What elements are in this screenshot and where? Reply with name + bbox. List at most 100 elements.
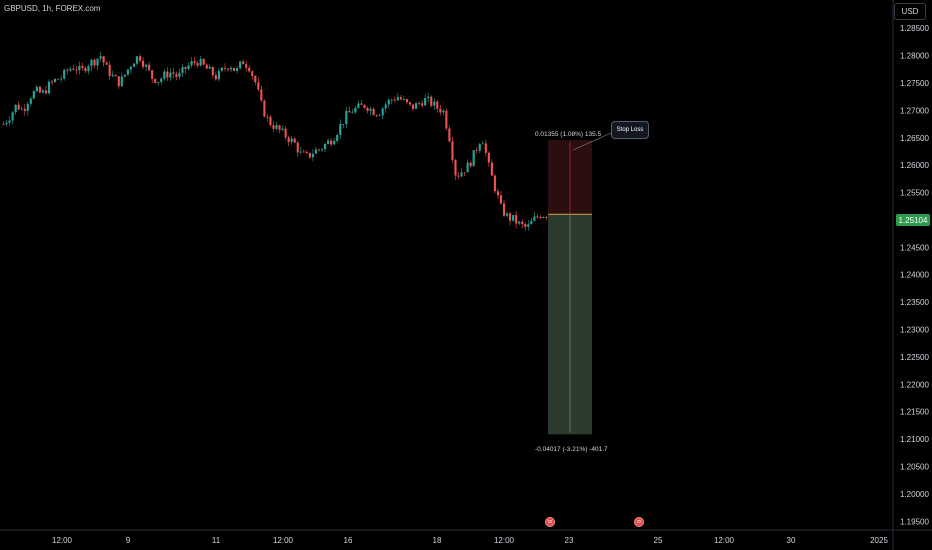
candle-body <box>199 58 202 66</box>
candle-body <box>69 68 72 71</box>
candle-body <box>105 62 108 65</box>
candle-body <box>457 175 460 177</box>
candle-body <box>454 160 457 176</box>
candle-body <box>17 104 20 110</box>
candle-body <box>336 135 339 142</box>
candle-body <box>536 216 539 218</box>
candle-body <box>220 67 223 71</box>
candle-body <box>108 64 111 77</box>
candle-body <box>117 76 120 87</box>
candle-body <box>57 78 60 80</box>
candle-body <box>169 72 172 78</box>
candle-body <box>333 141 336 145</box>
candle-body <box>123 74 126 77</box>
candle-body <box>487 152 490 163</box>
candle-body <box>445 110 448 129</box>
time-tick-label: 16 <box>344 536 353 545</box>
candle-body <box>284 128 287 138</box>
candle-body <box>302 151 305 153</box>
candle-body <box>178 72 181 77</box>
candle-body <box>490 162 493 176</box>
candle-body <box>305 151 308 153</box>
candle-body <box>157 81 160 83</box>
price-tick-label: 1.21500 <box>900 408 929 417</box>
candle-body <box>54 78 57 82</box>
candle-body <box>193 61 196 63</box>
candle-body <box>63 69 66 79</box>
candle-body <box>211 66 214 76</box>
candle-body <box>38 86 41 93</box>
candle-body <box>527 224 530 227</box>
candle-body <box>502 203 506 216</box>
candle-body <box>132 63 136 67</box>
candle-body <box>278 125 281 130</box>
candle-body <box>29 98 32 104</box>
candle-body <box>478 144 481 151</box>
candle-body <box>14 104 17 113</box>
price-tick-label: 1.27000 <box>900 106 929 115</box>
price-tick-label: 1.27500 <box>900 79 929 88</box>
candle-body <box>499 195 503 204</box>
candle-body <box>396 97 399 101</box>
candle-body <box>390 99 393 101</box>
price-tick-label: 1.22000 <box>900 380 929 389</box>
candle-body <box>111 75 114 77</box>
candle-body <box>369 108 372 111</box>
candle-body <box>311 153 314 158</box>
price-tick-label: 1.24500 <box>900 243 929 252</box>
candle-body <box>251 71 254 76</box>
candle-body <box>342 123 345 125</box>
candle-body <box>205 64 208 69</box>
candle-body <box>308 152 311 158</box>
candle-body <box>257 82 260 90</box>
candle-body <box>275 125 278 129</box>
time-axis[interactable]: 12:00 9 11 12:00 16 18 12:00 23 25 12:00 30 2025 <box>52 536 888 545</box>
candle-body <box>463 172 466 174</box>
candle-body <box>512 215 515 221</box>
time-tick-label: 18 <box>433 536 442 545</box>
calendar-event-icon[interactable]: ◘ <box>634 517 644 527</box>
candle-body <box>351 112 354 114</box>
candle-body <box>66 69 69 71</box>
candle-body <box>160 78 163 82</box>
candle-body <box>448 128 451 142</box>
candle-body <box>145 64 148 67</box>
candle-body <box>533 216 536 221</box>
candle-body <box>505 213 509 216</box>
time-tick-label: 2025 <box>870 536 888 545</box>
candle-body <box>190 61 193 66</box>
candle-body <box>154 78 157 83</box>
candle-body <box>87 66 90 72</box>
candle-body <box>317 149 321 151</box>
time-tick-label: 9 <box>126 536 131 545</box>
candle-body <box>126 69 129 75</box>
candle-body <box>348 110 351 113</box>
callout-leader <box>572 132 612 151</box>
candle-body <box>245 64 248 68</box>
candle-body <box>418 103 421 104</box>
calendar-event-icon[interactable]: ◘ <box>545 517 555 527</box>
candle-body <box>384 104 387 109</box>
candle-body <box>90 59 93 67</box>
price-tick-label: 1.20500 <box>900 463 929 472</box>
currency-button[interactable]: USD <box>894 3 926 20</box>
candle-body <box>545 217 548 218</box>
stop-loss-callout[interactable]: Stop Loss <box>611 121 649 139</box>
candle-body <box>226 68 230 70</box>
candle-body <box>196 62 199 66</box>
candle-body <box>269 116 272 126</box>
time-tick-label: 11 <box>212 536 221 545</box>
candle-body <box>290 138 293 143</box>
candle-body <box>214 75 217 80</box>
candle-body <box>184 67 187 70</box>
candle-body <box>518 221 521 224</box>
candle-body <box>32 91 35 99</box>
candle-body <box>421 103 424 106</box>
candle-body <box>472 150 475 167</box>
price-tick-label: 1.19500 <box>900 517 929 526</box>
candle-body <box>166 71 169 78</box>
candles-group <box>2 51 548 231</box>
price-axis[interactable]: 1.28500 1.28000 1.27500 1.27000 1.26500 1.260… <box>900 24 929 526</box>
candle-body <box>208 66 211 69</box>
